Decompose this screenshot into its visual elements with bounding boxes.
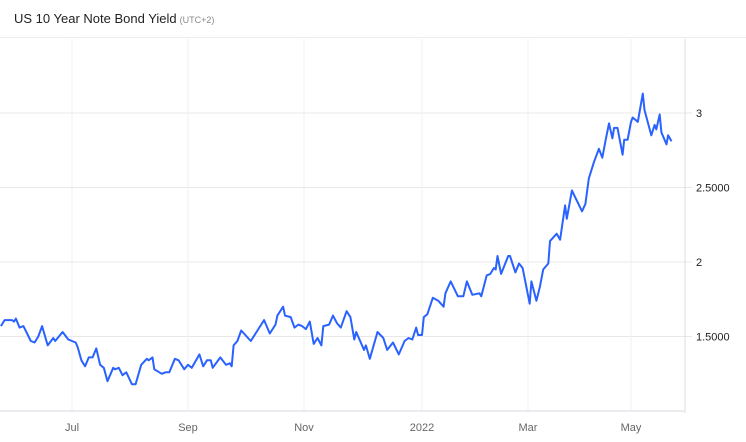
x-tick-label: Nov bbox=[294, 422, 314, 434]
title-text: US 10 Year Note Bond Yield bbox=[14, 11, 177, 26]
y-tick-label: 2.5000 bbox=[696, 183, 730, 195]
x-tick-label: Jul bbox=[65, 422, 79, 434]
axes: 1.5000 2 2.5000 3 Jul Sep Nov 2022 Mar May bbox=[0, 39, 730, 434]
timezone-label: (UTC+2) bbox=[179, 15, 215, 25]
x-tick-label: Sep bbox=[178, 422, 198, 434]
series-layer bbox=[0, 92, 673, 386]
chart-title: US 10 Year Note Bond Yield (UTC+2) bbox=[14, 11, 214, 26]
x-tick-label: 2022 bbox=[410, 422, 434, 434]
chart-header: US 10 Year Note Bond Yield (UTC+2) bbox=[0, 0, 746, 38]
yield-line bbox=[0, 92, 673, 386]
x-tick-label: May bbox=[621, 422, 642, 434]
y-tick-label: 2 bbox=[696, 257, 702, 269]
y-tick-label: 3 bbox=[696, 108, 702, 120]
y-tick-label: 1.5000 bbox=[696, 332, 730, 344]
x-tick-label: Mar bbox=[519, 422, 538, 434]
gridlines bbox=[0, 39, 692, 411]
